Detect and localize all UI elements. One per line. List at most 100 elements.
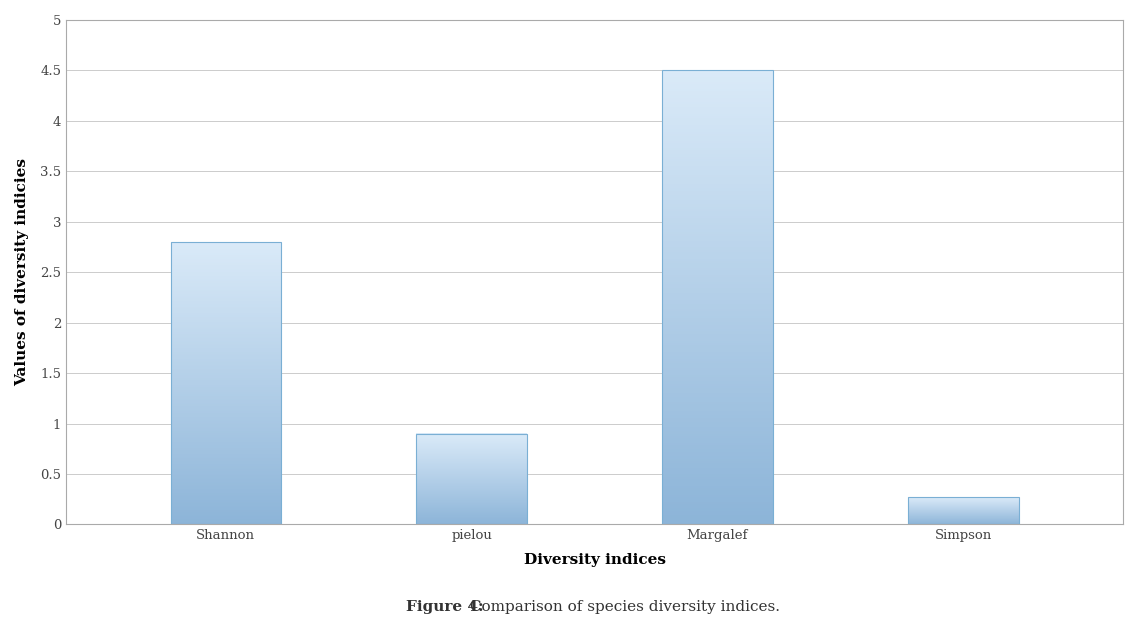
- Bar: [171, 465, 281, 467]
- Bar: [171, 505, 281, 506]
- Bar: [662, 120, 773, 123]
- Bar: [662, 204, 773, 206]
- Bar: [171, 328, 281, 330]
- Bar: [171, 332, 281, 334]
- Bar: [171, 476, 281, 478]
- Bar: [662, 447, 773, 449]
- Bar: [662, 372, 773, 375]
- Bar: [171, 297, 281, 298]
- Bar: [171, 449, 281, 451]
- Bar: [662, 384, 773, 386]
- Bar: [171, 342, 281, 344]
- Bar: [171, 284, 281, 285]
- Bar: [662, 361, 773, 363]
- Bar: [171, 478, 281, 479]
- Bar: [662, 179, 773, 182]
- Bar: [171, 279, 281, 280]
- Bar: [662, 477, 773, 479]
- Bar: [171, 382, 281, 383]
- Bar: [171, 515, 281, 516]
- Bar: [171, 454, 281, 455]
- Bar: [662, 461, 773, 463]
- Bar: [662, 295, 773, 298]
- Bar: [171, 421, 281, 423]
- Bar: [662, 286, 773, 289]
- Bar: [662, 356, 773, 359]
- Bar: [662, 456, 773, 458]
- Bar: [171, 396, 281, 398]
- Bar: [662, 388, 773, 391]
- Bar: [662, 445, 773, 448]
- Bar: [171, 427, 281, 429]
- Bar: [171, 424, 281, 425]
- Bar: [662, 463, 773, 465]
- Bar: [662, 436, 773, 438]
- Bar: [171, 423, 281, 424]
- Bar: [662, 132, 773, 134]
- Bar: [171, 499, 281, 500]
- Bar: [171, 268, 281, 270]
- Bar: [662, 406, 773, 409]
- Bar: [662, 261, 773, 263]
- Bar: [662, 381, 773, 384]
- Bar: [662, 327, 773, 329]
- Bar: [662, 499, 773, 502]
- Bar: [171, 375, 281, 376]
- Bar: [171, 432, 281, 434]
- Bar: [662, 275, 773, 277]
- Bar: [662, 202, 773, 204]
- Bar: [171, 493, 281, 495]
- Bar: [171, 434, 281, 436]
- Bar: [171, 341, 281, 342]
- Bar: [171, 244, 281, 246]
- Bar: [662, 497, 773, 499]
- Bar: [662, 352, 773, 354]
- Bar: [662, 184, 773, 186]
- Bar: [171, 436, 281, 437]
- Text: Figure 4:: Figure 4:: [406, 600, 484, 614]
- Bar: [171, 513, 281, 515]
- Bar: [662, 91, 773, 93]
- Bar: [662, 506, 773, 508]
- Bar: [662, 359, 773, 361]
- Bar: [171, 250, 281, 252]
- Bar: [662, 411, 773, 413]
- Bar: [662, 504, 773, 506]
- Bar: [171, 305, 281, 307]
- Y-axis label: Values of diversity indicies: Values of diversity indicies: [15, 158, 28, 386]
- Bar: [171, 376, 281, 377]
- Bar: [171, 274, 281, 276]
- Bar: [662, 368, 773, 370]
- Bar: [662, 168, 773, 170]
- Bar: [662, 218, 773, 220]
- Bar: [171, 420, 281, 422]
- Bar: [662, 365, 773, 368]
- Bar: [171, 442, 281, 444]
- Bar: [171, 345, 281, 346]
- Bar: [171, 489, 281, 491]
- Bar: [662, 458, 773, 461]
- Bar: [171, 369, 281, 370]
- Bar: [171, 496, 281, 498]
- Bar: [171, 418, 281, 420]
- Bar: [171, 365, 281, 367]
- Bar: [662, 97, 773, 100]
- Bar: [171, 522, 281, 523]
- Bar: [171, 252, 281, 253]
- Bar: [171, 447, 281, 448]
- Bar: [171, 256, 281, 258]
- Bar: [171, 353, 281, 355]
- Bar: [171, 300, 281, 301]
- Bar: [662, 70, 773, 73]
- Bar: [171, 410, 281, 411]
- Bar: [171, 363, 281, 365]
- Bar: [171, 456, 281, 458]
- Bar: [171, 323, 281, 325]
- Bar: [662, 422, 773, 425]
- Bar: [908, 497, 1019, 524]
- Bar: [662, 379, 773, 382]
- Bar: [662, 468, 773, 470]
- Bar: [662, 206, 773, 209]
- Bar: [171, 380, 281, 382]
- Bar: [662, 170, 773, 173]
